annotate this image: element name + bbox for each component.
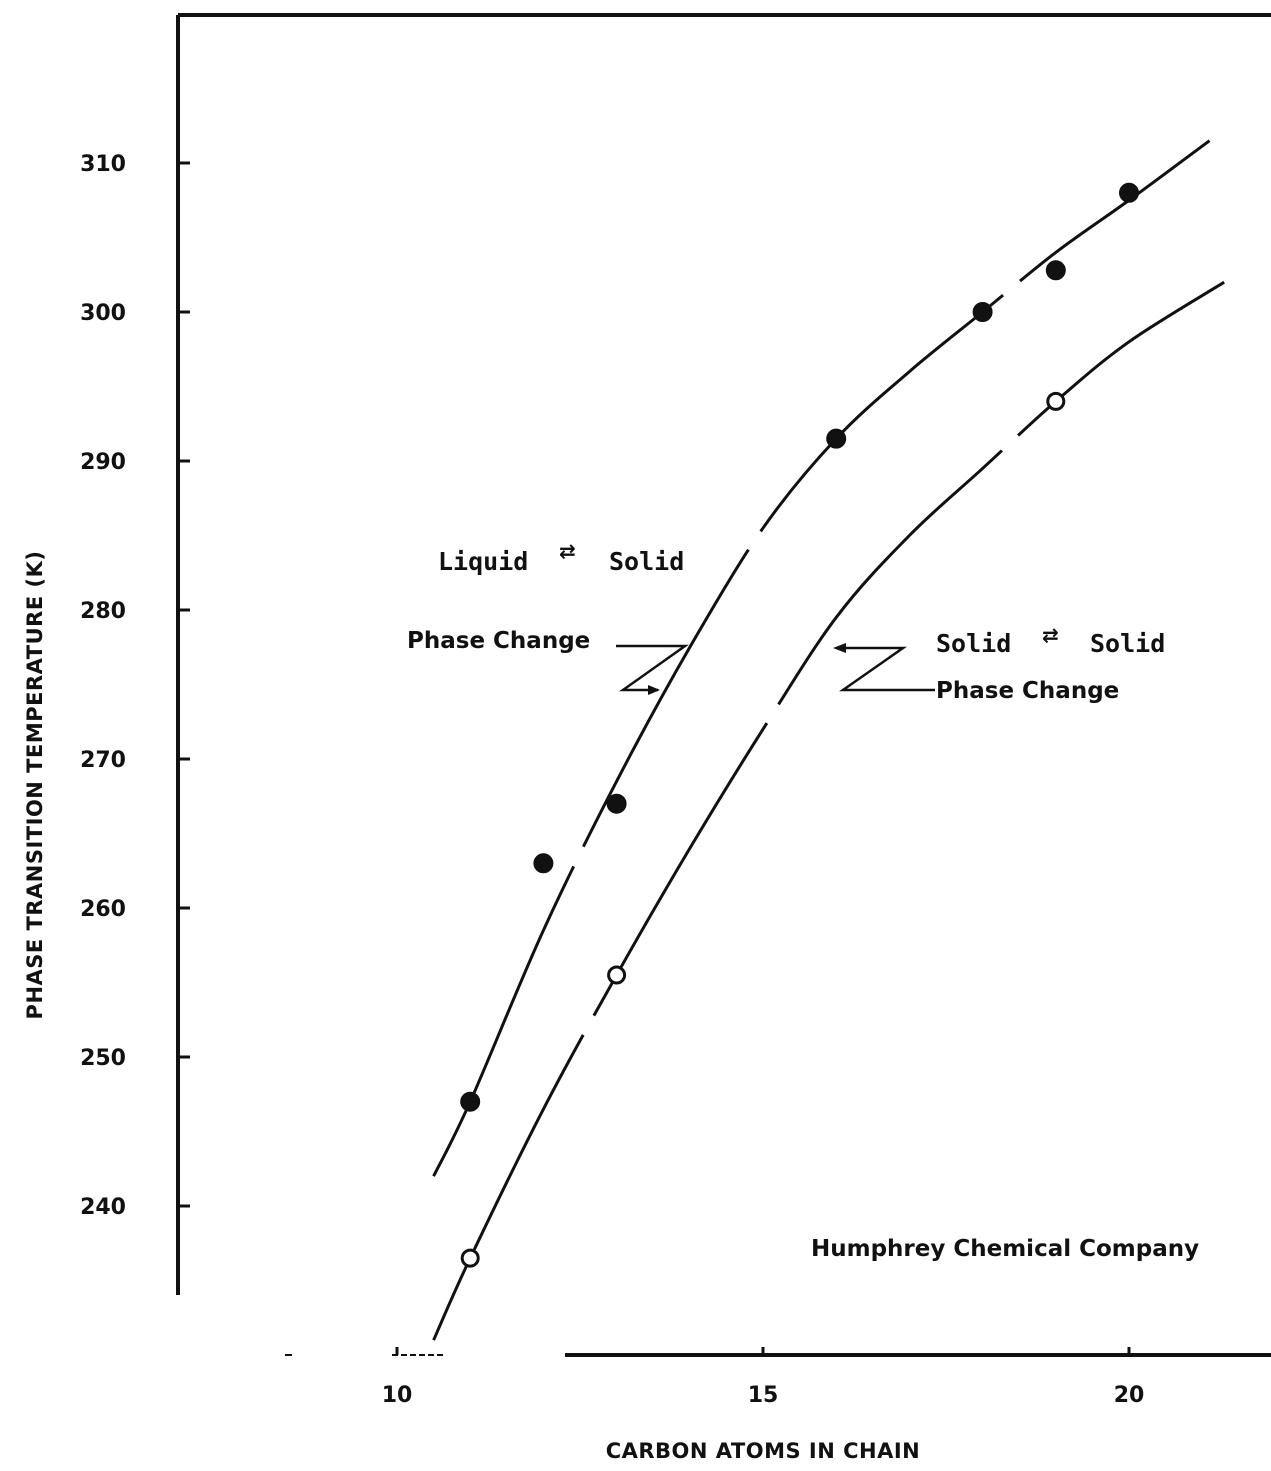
fitted-curves <box>432 139 1225 1341</box>
filled-data-point <box>1119 182 1139 203</box>
filled-data-point <box>826 428 847 449</box>
filled-data-point <box>460 1091 481 1112</box>
solid-label-right: Solid <box>1090 629 1165 658</box>
arrow-head-2 <box>833 643 846 653</box>
arrow-head <box>648 685 660 695</box>
x-tick-label: 10 <box>382 1383 413 1408</box>
y-axis-title: PHASE TRANSITION TEMPERATURE (K) <box>23 551 47 1020</box>
solid-label: Solid <box>609 547 684 576</box>
filled-data-point <box>533 853 554 874</box>
exchange-symbol: ⇄ <box>559 539 576 563</box>
solid-label-left: Solid <box>936 629 1011 658</box>
y-tick-label: 300 <box>80 301 126 326</box>
liquid-solid-annotation: Liquid ⇄ Solid Phase Change <box>407 539 689 695</box>
filled-data-point <box>1045 260 1066 281</box>
liquid-label: Liquid <box>438 547 528 576</box>
solid-solid-annotation: Solid ⇄ Solid Phase Change <box>833 623 1165 704</box>
y-tick-label: 240 <box>80 1195 126 1220</box>
y-tick-label: 310 <box>80 152 126 177</box>
company-credit: Humphrey Chemical Company <box>811 1236 1199 1262</box>
axes <box>176 13 1271 1357</box>
y-tick-label: 270 <box>80 748 126 773</box>
y-tick-label: 290 <box>80 450 126 475</box>
filled-data-point <box>606 793 627 814</box>
exchange-symbol-2: ⇄ <box>1042 623 1059 647</box>
y-tick-label: 250 <box>80 1046 126 1071</box>
y-axis-ticks: 240 250 260 270 280 290 300 310 <box>80 152 190 1220</box>
leader-line-2 <box>839 646 935 692</box>
phase-change-label-2: Phase Change <box>936 678 1119 704</box>
open-data-point <box>607 965 627 985</box>
x-tick-label: 20 <box>1114 1383 1145 1408</box>
leader-line <box>616 644 689 692</box>
y-tick-label: 260 <box>80 897 126 922</box>
liquid-solid-curve <box>432 139 1211 1177</box>
phase-change-label: Phase Change <box>407 628 590 654</box>
open-data-point <box>1046 391 1066 411</box>
y-tick-label: 280 <box>80 599 126 624</box>
x-axis-title: CARBON ATOMS IN CHAIN <box>606 1439 921 1463</box>
x-tick-label: 15 <box>748 1383 779 1408</box>
open-data-point <box>460 1248 480 1268</box>
data-points <box>460 182 1139 1268</box>
x-axis-ticks: 10 15 20 <box>382 1347 1145 1408</box>
filled-data-point <box>972 302 993 322</box>
